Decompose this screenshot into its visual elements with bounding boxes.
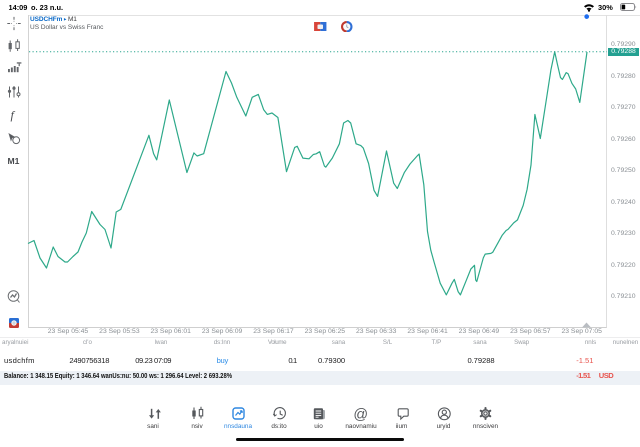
svg-text:f: f — [11, 108, 16, 122]
svg-text:@: @ — [353, 407, 368, 423]
svg-text:M1: M1 — [8, 156, 20, 166]
